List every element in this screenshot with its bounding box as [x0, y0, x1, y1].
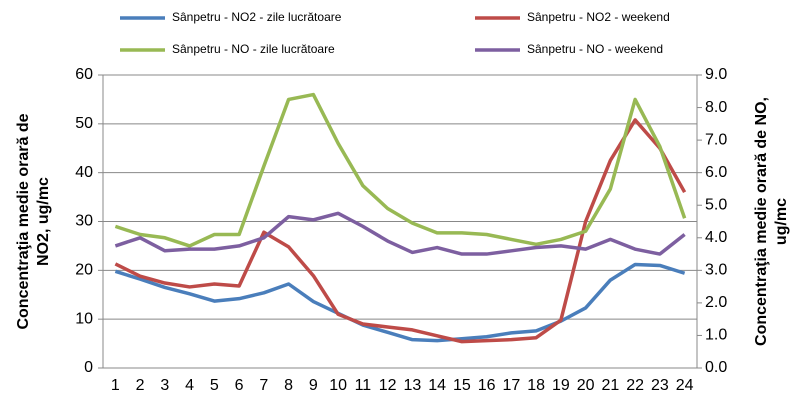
- x-tick-label: 14: [428, 377, 446, 394]
- y2-tick-label: 4.0: [705, 229, 727, 246]
- x-tick-label: 17: [502, 377, 520, 394]
- x-tick-label: 19: [552, 377, 570, 394]
- x-tick-label: 21: [601, 377, 619, 394]
- x-tick-label: 23: [651, 377, 669, 394]
- axis-label-line: NO2, ug/mc: [35, 177, 52, 266]
- x-tick-label: 6: [235, 377, 244, 394]
- y-tick-label: 30: [75, 213, 93, 230]
- legend-label: Sânpetru - NO2 - weekend: [527, 10, 670, 24]
- axis-label: Concentraţia medie orară de NO, ug/mc: [753, 97, 790, 346]
- y2-tick-label: 7.0: [705, 131, 727, 148]
- y2-tick-label: 5.0: [705, 196, 727, 213]
- x-tick-label: 1: [111, 377, 120, 394]
- x-tick-label: 16: [478, 377, 496, 394]
- axis-label-line: ug/mc: [773, 198, 790, 245]
- y-tick-label: 10: [75, 310, 93, 327]
- axis-label-line: Concentraţia medie orară de NO,: [753, 97, 770, 346]
- y2-tick-label: 8.0: [705, 99, 727, 116]
- x-tick-label: 18: [527, 377, 545, 394]
- x-tick-label: 11: [355, 377, 372, 394]
- x-tick-label: 9: [309, 377, 318, 394]
- y2-tick-label: 6.0: [705, 164, 727, 181]
- x-tick-label: 10: [329, 377, 347, 394]
- legend-label: Sânpetru - NO2 - zile lucrătoare: [172, 10, 342, 24]
- axis-label: Concentraţia medie orară de NO2, ug/mc: [15, 113, 52, 329]
- y-tick-label: 60: [75, 66, 93, 83]
- y2-tick-label: 3.0: [705, 262, 727, 279]
- x-tick-label: 24: [676, 377, 694, 394]
- series-line: [114, 118, 687, 344]
- y-tick-label: 40: [75, 164, 93, 181]
- legend-label: Sânpetru - NO - weekend: [527, 42, 663, 56]
- y-tick-label: 50: [75, 115, 93, 132]
- x-tick-label: 12: [379, 377, 397, 394]
- x-tick-label: 20: [577, 377, 595, 394]
- x-tick-label: 15: [453, 377, 471, 394]
- x-tick-label: 8: [284, 377, 293, 394]
- x-tick-label: 4: [185, 377, 194, 394]
- x-tick-label: 3: [160, 377, 169, 394]
- x-tick-label: 13: [403, 377, 421, 394]
- y2-tick-label: 2.0: [705, 294, 727, 311]
- series-line: [114, 262, 686, 343]
- axis-label-line: Concentraţia medie orară de: [15, 113, 32, 329]
- y-tick-label: 0: [84, 359, 93, 376]
- y2-tick-label: 1.0: [705, 327, 727, 344]
- x-tick-label: 22: [626, 377, 644, 394]
- x-tick-label: 2: [136, 377, 145, 394]
- y-tick-label: 20: [75, 262, 93, 279]
- x-tick-label: 7: [259, 377, 268, 394]
- x-tick-label: 5: [210, 377, 219, 394]
- series-line: [114, 92, 687, 248]
- series-line: [114, 211, 686, 256]
- y2-tick-label: 0.0: [705, 359, 727, 376]
- y2-tick-label: 9.0: [705, 66, 727, 83]
- legend-label: Sânpetru - NO - zile lucrătoare: [172, 42, 335, 56]
